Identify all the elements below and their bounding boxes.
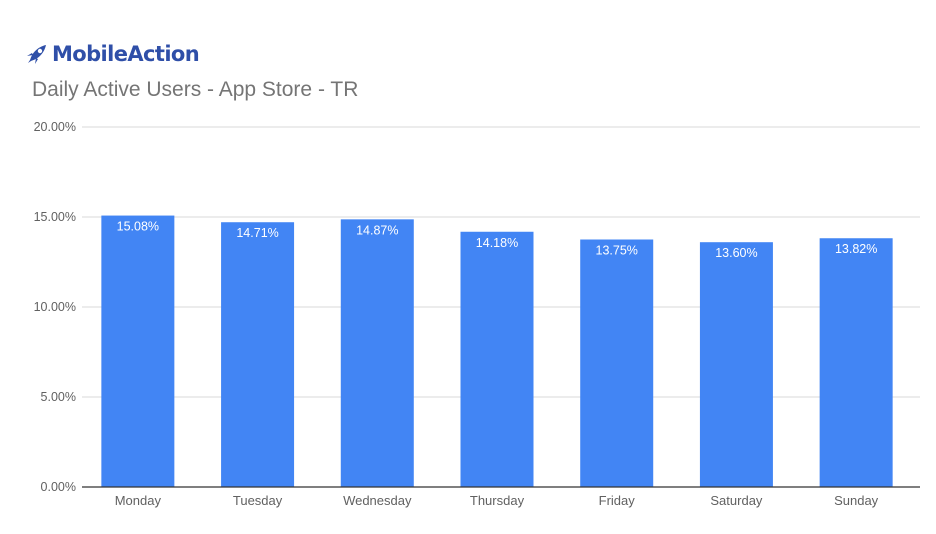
x-tick-label: Friday (599, 493, 636, 508)
y-tick-label: 5.00% (41, 390, 76, 404)
bar-data-label: 15.08% (117, 220, 159, 234)
bar (699, 242, 773, 487)
bar-data-label: 13.60% (715, 246, 757, 260)
y-tick-label: 0.00% (41, 480, 76, 494)
x-tick-label: Saturday (710, 493, 763, 508)
y-tick-label: 20.00% (34, 120, 76, 134)
bar-data-label: 14.71% (236, 226, 278, 240)
bar (819, 238, 893, 487)
y-tick-label: 15.00% (34, 210, 76, 224)
bar (460, 231, 534, 487)
bar-data-label: 14.87% (356, 223, 398, 237)
bar (580, 239, 654, 487)
x-tick-label: Thursday (470, 493, 525, 508)
rocket-logo-icon (27, 45, 46, 64)
x-tick-label: Tuesday (233, 493, 283, 508)
chart-title: Daily Active Users - App Store - TR (32, 78, 359, 101)
bar (221, 222, 295, 487)
x-tick-label: Wednesday (343, 493, 412, 508)
bar-data-label: 13.75% (596, 244, 638, 258)
y-tick-label: 10.00% (34, 300, 76, 314)
x-tick-label: Sunday (834, 493, 879, 508)
x-tick-label: Monday (115, 493, 162, 508)
logo: MobileAction (24, 38, 200, 70)
bar-data-label: 14.18% (476, 236, 518, 250)
bar (340, 219, 414, 487)
brand-name: MobileAction (52, 42, 200, 66)
bar (101, 215, 175, 487)
bar-data-label: 13.82% (835, 242, 877, 256)
